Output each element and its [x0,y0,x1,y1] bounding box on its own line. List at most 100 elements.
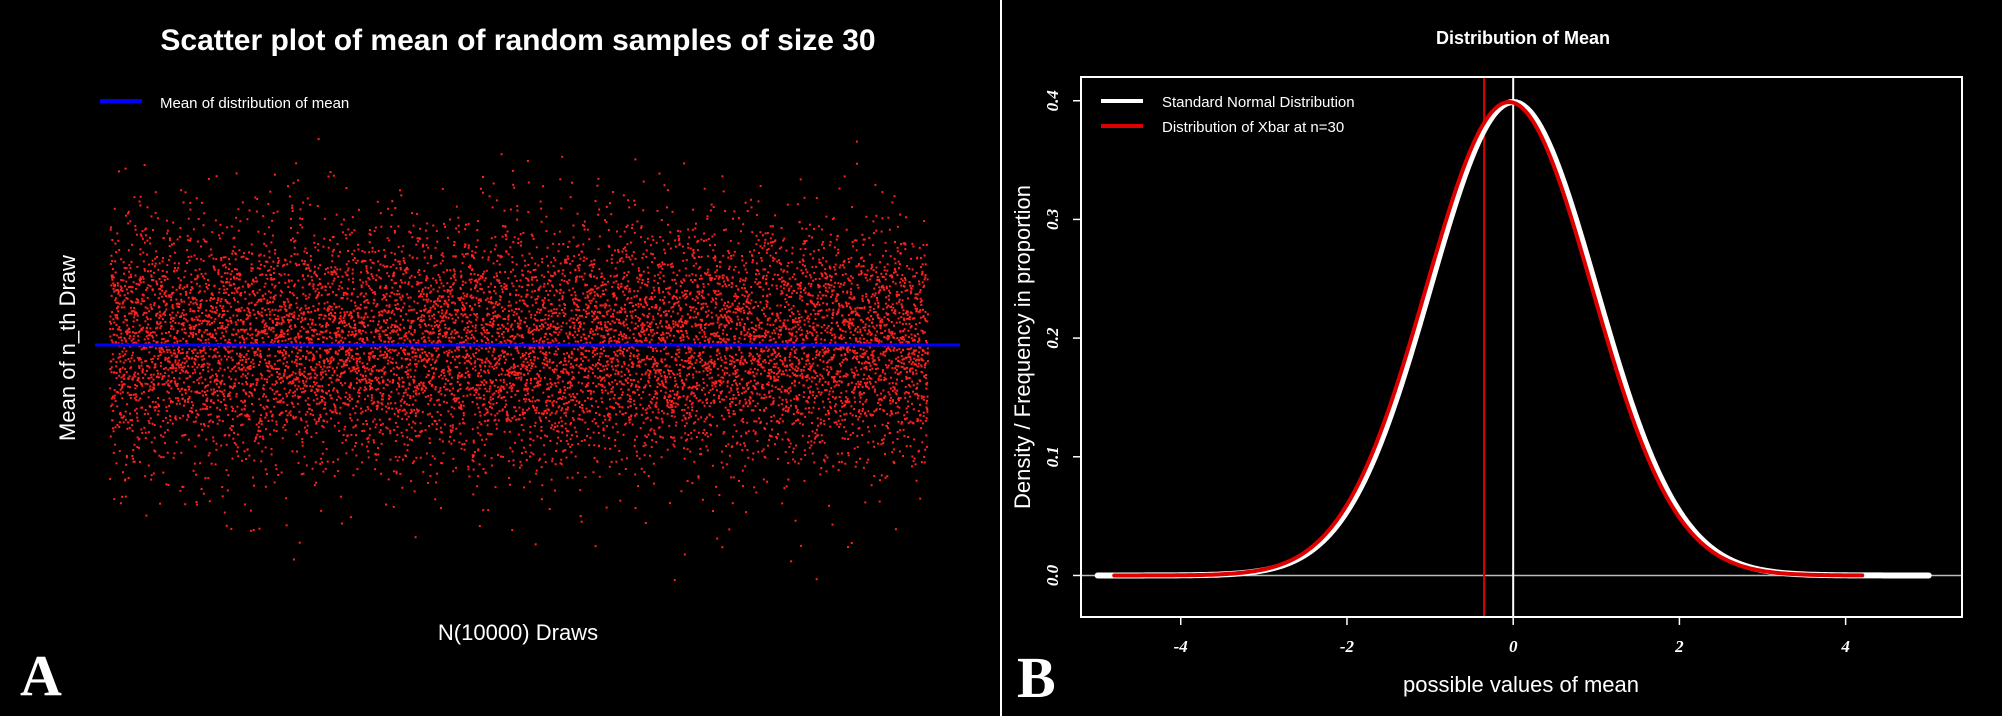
scatter-point [353,367,356,369]
scatter-point [161,377,164,380]
scatter-point [330,270,333,273]
scatter-point [178,390,181,393]
scatter-point [408,383,411,386]
scatter-point [507,304,510,307]
scatter-point [317,384,320,387]
scatter-point [234,287,237,290]
scatter-point [503,308,506,311]
scatter-point [339,321,341,324]
scatter-point [503,430,506,433]
scatter-point [204,378,207,381]
scatter-point [507,277,510,280]
scatter-point [363,389,366,392]
scatter-point [193,327,196,330]
scatter-point [452,321,455,324]
scatter-point [352,358,355,361]
scatter-point [292,294,295,297]
scatter-point [411,461,414,464]
scatter-point [423,340,425,343]
scatter-point [234,410,237,413]
scatter-point [170,387,173,390]
scatter-point [228,376,231,379]
scatter-point [386,265,389,268]
scatter-point [392,378,395,381]
scatter-point [449,424,452,427]
scatter-point [268,313,271,316]
scatter-point [267,399,270,402]
scatter-point [161,260,164,263]
scatter-point [186,284,189,287]
scatter-point [446,289,449,291]
scatter-point [375,274,378,277]
scatter-point [205,240,208,243]
scatter-point [229,427,232,430]
scatter-point [270,326,273,329]
scatter-point [276,321,279,324]
scatter-point [422,391,425,394]
scatter-point [419,227,422,230]
scatter-point [436,290,439,293]
scatter-point [369,258,372,261]
scatter-point [458,361,461,364]
scatter-point [314,290,317,293]
scatter-point [377,387,380,390]
scatter-point [359,329,362,332]
scatter-point [367,436,370,439]
scatter-point [247,314,250,317]
scatter-point [405,455,407,458]
scatter-point [296,388,299,391]
scatter-point [287,338,290,341]
scatter-point [115,324,118,326]
scatter-point [285,418,288,421]
scatter-point [231,349,234,352]
scatter-point [218,234,221,237]
scatter-point [256,338,258,341]
scatter-point [225,277,228,280]
scatter-point [454,309,457,311]
scatter-point [388,305,391,308]
scatter-point [419,354,422,357]
scatter-point [250,529,253,532]
scatter-point [113,207,116,210]
scatter-point [507,373,510,376]
scatter-point [320,313,323,316]
scatter-point [184,399,187,402]
scatter-point [146,318,149,320]
scatter-point [296,306,299,309]
scatter-point [455,205,458,208]
scatter-point [373,418,376,421]
scatter-point [252,383,255,386]
scatter-point [401,398,404,401]
scatter-point [472,439,475,442]
scatter-point [277,345,280,348]
scatter-point [120,336,122,339]
scatter-point [206,389,209,392]
scatter-point [497,254,500,257]
scatter-point [364,312,367,315]
scatter-point [127,421,130,424]
scatter-point [326,309,329,312]
scatter-point [491,325,494,328]
scatter-point [453,400,456,403]
scatter-point [218,355,221,357]
scatter-point [274,252,276,255]
scatter-point [130,394,133,396]
scatter-point [352,281,354,284]
scatter-point [409,231,412,234]
scatter-point [144,382,147,385]
scatter-point [219,300,222,303]
scatter-point [489,433,492,436]
scatter-point [122,354,125,357]
scatter-point [470,362,473,365]
scatter-point [330,337,333,340]
scatter-point [495,362,498,365]
scatter-point [457,348,460,351]
scatter-point [367,301,370,304]
scatter-point [380,339,382,342]
scatter-point [318,323,321,326]
scatter-point [506,391,509,394]
scatter-point [291,350,293,353]
scatter-point [358,379,361,382]
scatter-point [273,286,276,289]
scatter-point [179,226,182,229]
